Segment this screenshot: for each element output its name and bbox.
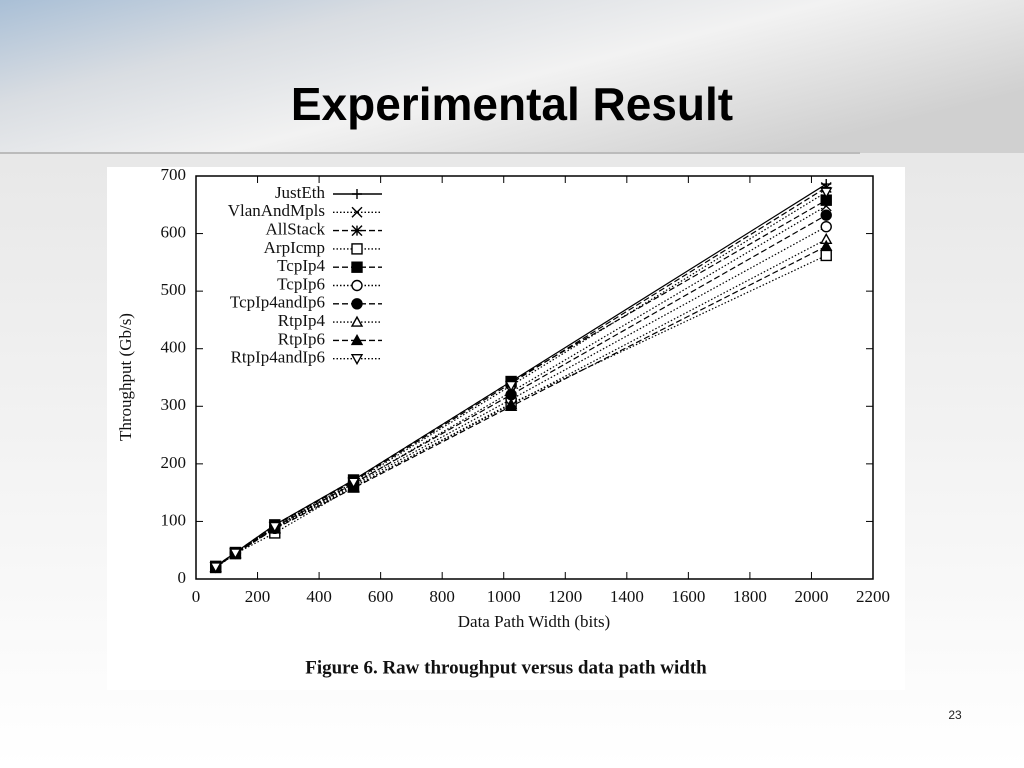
x-tick-label: 1400 <box>610 587 644 606</box>
y-tick-label: 600 <box>161 222 187 241</box>
x-tick-label: 400 <box>306 587 332 606</box>
legend-label: RtpIp4 <box>278 311 326 330</box>
plot-frame <box>195 175 874 580</box>
legend-marker <box>350 354 364 366</box>
legend-marker <box>351 279 363 292</box>
legend-label: TcpIp4 <box>277 256 325 275</box>
y-tick-label: 300 <box>161 395 187 414</box>
data-point <box>504 380 518 393</box>
series-line <box>215 254 827 568</box>
legend-label: AllStack <box>266 220 326 239</box>
y-tick-label: 200 <box>161 453 187 472</box>
x-tick-label: 1600 <box>671 587 705 606</box>
x-tick-label: 2200 <box>856 587 890 606</box>
legend-label: TcpIp6 <box>277 274 325 293</box>
legend-marker <box>351 243 363 255</box>
x-tick-label: 1200 <box>548 587 582 606</box>
series-line <box>215 238 827 568</box>
header-band <box>0 0 1024 153</box>
legend-marker <box>351 261 363 273</box>
data-point <box>347 477 360 489</box>
data-point <box>229 548 242 560</box>
data-point <box>820 249 832 262</box>
legend-label: VlanAndMpls <box>228 201 325 220</box>
x-tick-label: 1000 <box>487 587 521 606</box>
legend-marker <box>351 298 363 310</box>
y-tick-label: 400 <box>161 338 187 357</box>
legend-marker <box>350 315 364 327</box>
y-tick-label: 700 <box>161 165 187 184</box>
x-tick-label: 2000 <box>794 587 828 606</box>
x-axis-label: Data Path Width (bits) <box>458 612 610 631</box>
legend-label: RtpIp4andIp6 <box>231 348 325 367</box>
legend-label: TcpIp4andIp6 <box>230 293 325 312</box>
y-tick-label: 0 <box>178 568 187 587</box>
x-tick-label: 1800 <box>733 587 767 606</box>
y-tick-label: 500 <box>161 280 187 299</box>
y-tick-label: 100 <box>161 510 187 529</box>
data-point <box>820 239 833 251</box>
chart: Throughput (Gb/s) Data Path Width (bits)… <box>107 165 905 690</box>
legend-marker <box>351 225 363 237</box>
x-tick-label: 0 <box>192 587 201 606</box>
data-point <box>268 521 281 534</box>
data-point <box>209 562 222 574</box>
legend-label: ArpIcmp <box>264 238 325 257</box>
x-tick-label: 800 <box>429 587 455 606</box>
x-tick-label: 200 <box>245 587 271 606</box>
data-point <box>504 399 518 411</box>
legend-marker <box>350 333 364 346</box>
series-line <box>215 226 827 568</box>
data-point <box>820 220 832 233</box>
series-line <box>215 205 827 568</box>
slide-title: Experimental Result <box>291 78 733 130</box>
legend-label: JustEth <box>275 183 326 202</box>
caption: Figure 6. Raw throughput versus data pat… <box>305 657 707 678</box>
legend-marker <box>352 189 362 199</box>
y-axis-label: Throughput (Gb/s) <box>116 313 135 441</box>
series-line <box>215 191 827 568</box>
legend-marker <box>351 206 363 218</box>
data-point <box>820 187 833 199</box>
x-tick-label: 600 <box>368 587 394 606</box>
page-number: 23 <box>948 708 962 722</box>
figure-bg <box>107 167 905 690</box>
legend-label: RtpIp6 <box>278 329 325 348</box>
data-point <box>820 209 832 221</box>
